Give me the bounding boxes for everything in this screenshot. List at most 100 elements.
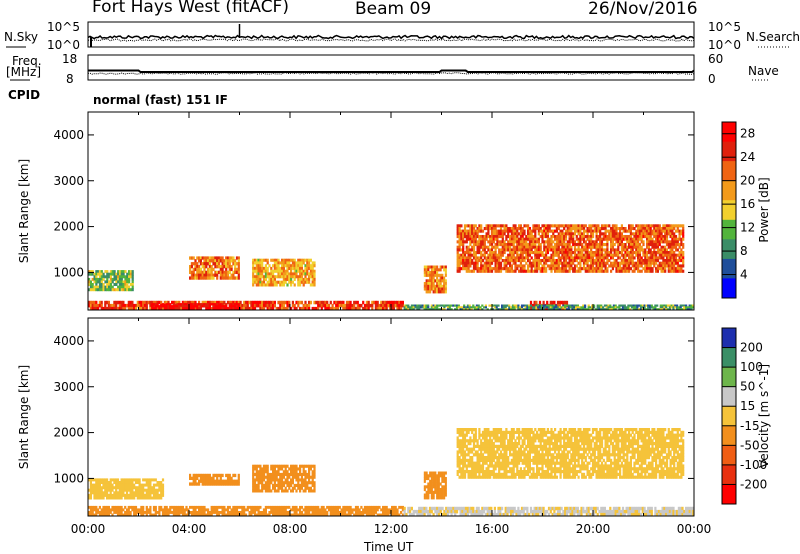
power-cell xyxy=(521,237,524,241)
power-cell xyxy=(525,224,528,228)
power-cell xyxy=(658,253,661,257)
velocity-cell xyxy=(97,491,100,495)
velocity-cell xyxy=(234,482,237,486)
power-cell xyxy=(136,303,139,308)
power-cell xyxy=(535,306,538,309)
velocity-cell xyxy=(129,496,132,500)
velocity-cell xyxy=(313,508,316,512)
power-cell xyxy=(120,275,123,279)
velocity-cell xyxy=(255,508,258,512)
power-cell xyxy=(391,303,394,308)
velocity-cell xyxy=(291,513,294,517)
power-cell xyxy=(98,275,102,279)
velocity-cell xyxy=(113,496,116,500)
velocity-cell xyxy=(107,486,110,490)
power-cell xyxy=(223,306,226,311)
power-cell xyxy=(143,300,147,305)
power-cell xyxy=(570,235,573,239)
power-cell xyxy=(221,270,224,274)
power-cell xyxy=(593,243,596,247)
velocity-cell xyxy=(107,505,110,509)
power-cell xyxy=(602,256,605,260)
velocity-cell xyxy=(232,513,235,517)
power-cell xyxy=(214,259,217,263)
power-cell xyxy=(201,273,204,277)
velocity-cell xyxy=(106,493,109,497)
power-cell xyxy=(680,251,683,255)
power-cell xyxy=(526,306,529,309)
power-region-6 xyxy=(456,224,685,273)
power-cell xyxy=(311,280,314,284)
power-cell xyxy=(483,227,486,231)
power-cell xyxy=(542,308,545,311)
power-cell xyxy=(464,308,468,311)
power-cell xyxy=(194,300,197,305)
power-cell xyxy=(643,306,646,309)
power-cell xyxy=(304,272,307,276)
power-cell xyxy=(465,259,468,263)
power-cell xyxy=(545,235,548,239)
power-cell xyxy=(673,245,676,249)
power-cell xyxy=(647,243,650,247)
velocity-cell xyxy=(331,513,334,517)
power-cell xyxy=(682,232,685,236)
velocity-cell xyxy=(262,486,266,490)
power-cell xyxy=(646,253,649,257)
power-cell xyxy=(669,224,672,228)
velocity-cell xyxy=(147,483,150,487)
power-cell xyxy=(261,264,264,268)
power-cell xyxy=(566,264,569,268)
power-colorbar-segment xyxy=(722,239,736,260)
velocity-cell xyxy=(169,505,172,509)
power-cell xyxy=(286,303,289,308)
power-cell xyxy=(559,224,562,228)
power-cell xyxy=(282,272,285,276)
power-cell xyxy=(499,235,503,239)
velocity-cell xyxy=(138,486,141,490)
velocity-cell xyxy=(178,505,181,509)
velocity-cell xyxy=(430,477,433,481)
power-cell xyxy=(548,256,551,260)
power-cell xyxy=(436,276,439,280)
velocity-cell xyxy=(216,511,219,514)
velocity-cell xyxy=(291,475,294,479)
power-cell xyxy=(680,256,683,260)
power-cell xyxy=(570,224,573,228)
power-cell xyxy=(543,256,546,260)
power-cell xyxy=(441,290,444,294)
power-cell xyxy=(142,300,145,305)
power-cell xyxy=(261,300,264,305)
power-cell xyxy=(97,285,100,289)
power-cell xyxy=(510,237,513,241)
power-cell xyxy=(646,227,649,231)
power-cell xyxy=(432,271,435,275)
power-cell xyxy=(651,224,654,228)
power-cell xyxy=(190,307,193,310)
power-cell xyxy=(489,261,492,265)
power-cell xyxy=(646,264,649,268)
power-cell xyxy=(279,300,282,305)
power-cell xyxy=(462,232,465,236)
power-cell xyxy=(566,243,569,247)
power-cell xyxy=(499,251,503,255)
power-cell xyxy=(573,308,576,311)
power-cell xyxy=(505,227,508,231)
velocity-cell xyxy=(425,471,428,475)
power-cell xyxy=(534,224,537,228)
velocity-cell xyxy=(161,508,165,512)
power-cell xyxy=(658,264,661,268)
velocity-cell xyxy=(212,508,215,512)
velocity-cell xyxy=(142,486,145,490)
power-cell xyxy=(306,266,309,270)
power-cell xyxy=(674,304,677,307)
power-cell xyxy=(646,261,649,265)
velocity-cell xyxy=(214,508,217,512)
power-cell xyxy=(152,300,156,305)
power-cell xyxy=(216,273,219,277)
velocity-cell xyxy=(124,478,127,482)
power-cell xyxy=(602,224,605,228)
power-cell xyxy=(460,248,463,252)
velocity-cell xyxy=(181,505,184,509)
power-cell xyxy=(503,240,506,244)
power-cell xyxy=(662,237,665,241)
